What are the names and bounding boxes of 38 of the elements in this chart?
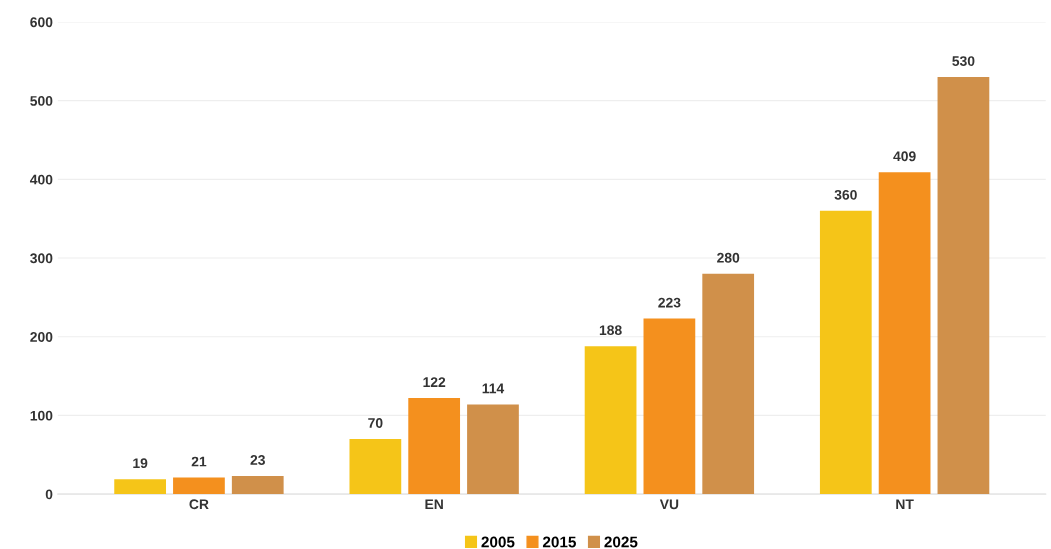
bar [937, 77, 990, 495]
bar [349, 439, 402, 495]
y-tick-label: 200 [30, 332, 53, 342]
y-tick-label: 500 [30, 95, 53, 106]
data-label: 223 [658, 297, 681, 308]
x-tick-label: NT [896, 499, 914, 510]
data-label: 70 [368, 418, 383, 428]
data-label: 530 [952, 56, 975, 66]
data-label: 21 [191, 456, 207, 467]
bar [114, 479, 167, 495]
data-label: 19 [133, 458, 148, 469]
legend-label: 2025 [604, 536, 638, 548]
y-tick-label: 100 [30, 410, 53, 421]
data-label: 23 [250, 455, 265, 465]
bar [467, 404, 519, 495]
bar [584, 346, 637, 495]
y-tick-label: 600 [30, 17, 53, 28]
bar [231, 476, 284, 495]
bar [643, 318, 696, 495]
bar [173, 477, 225, 495]
legend-label: 2005 [481, 536, 515, 548]
x-tick-label: CR [189, 499, 209, 510]
data-label: 114 [482, 383, 505, 394]
data-label: 409 [893, 151, 916, 162]
y-tick-label: 400 [29, 174, 53, 185]
data-label: 280 [717, 252, 740, 263]
legend-label: 2015 [542, 536, 576, 548]
bar [702, 273, 755, 495]
y-tick-label: 300 [30, 253, 53, 264]
data-label: 188 [599, 325, 622, 336]
bar [819, 210, 872, 495]
y-tick-label: 0 [45, 489, 53, 500]
data-label: 122 [423, 377, 446, 387]
x-tick-label: VU [659, 499, 679, 510]
data-label: 360 [834, 189, 857, 200]
bar [408, 398, 461, 495]
x-tick-label: EN [425, 499, 443, 510]
bar [878, 172, 931, 495]
